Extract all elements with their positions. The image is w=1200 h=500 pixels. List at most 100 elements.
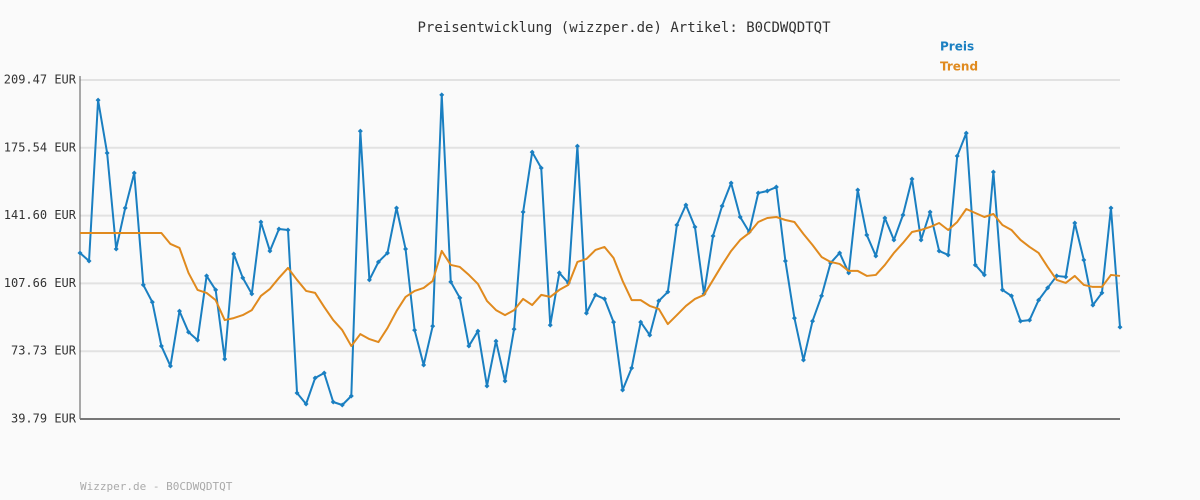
- point-marker: [502, 378, 508, 384]
- point-marker: [647, 332, 653, 338]
- point-marker: [936, 248, 942, 254]
- point-marker: [520, 209, 526, 215]
- point-marker: [86, 258, 92, 264]
- point-marker: [258, 219, 264, 225]
- point-marker: [1018, 318, 1024, 324]
- y-tick-label: 209.47 EUR: [4, 73, 77, 87]
- point-marker: [800, 357, 806, 363]
- point-marker: [1063, 274, 1069, 280]
- point-marker: [918, 237, 924, 243]
- point-marker: [384, 250, 390, 256]
- point-marker: [963, 130, 969, 136]
- point-marker: [602, 296, 608, 302]
- legend-entry: Preis: [940, 40, 974, 54]
- y-tick-label: 107.66 EUR: [4, 276, 77, 290]
- point-marker: [104, 150, 110, 156]
- point-marker: [249, 291, 255, 297]
- y-tick-label: 39.79 EUR: [11, 412, 77, 426]
- point-marker: [819, 293, 825, 299]
- point-marker: [122, 205, 128, 211]
- point-marker: [710, 233, 716, 239]
- point-marker: [954, 153, 960, 159]
- point-marker: [213, 287, 219, 293]
- point-marker: [240, 275, 246, 281]
- point-marker: [475, 328, 481, 334]
- point-marker: [538, 165, 544, 171]
- point-marker: [167, 363, 173, 369]
- point-marker: [77, 250, 83, 256]
- point-marker: [891, 237, 897, 243]
- point-marker: [511, 326, 517, 332]
- point-marker: [674, 222, 680, 228]
- point-marker: [140, 282, 146, 288]
- point-marker: [1027, 317, 1033, 323]
- point-marker: [312, 375, 318, 381]
- point-marker: [837, 250, 843, 256]
- point-marker: [981, 272, 987, 278]
- point-marker: [421, 362, 427, 368]
- point-marker: [149, 299, 155, 305]
- point-marker: [728, 180, 734, 186]
- legend-entry: Trend: [940, 60, 978, 74]
- point-marker: [665, 289, 671, 295]
- point-marker: [873, 253, 879, 259]
- point-marker: [466, 343, 472, 349]
- point-marker: [1072, 220, 1078, 226]
- point-marker: [755, 190, 761, 196]
- point-marker: [493, 338, 499, 344]
- point-marker: [158, 343, 164, 349]
- point-marker: [222, 356, 228, 362]
- point-marker: [629, 365, 635, 371]
- point-marker: [348, 393, 354, 399]
- point-marker: [131, 170, 137, 176]
- point-marker: [683, 202, 689, 208]
- y-tick-label: 141.60 EUR: [4, 208, 77, 222]
- point-marker: [719, 203, 725, 209]
- point-marker: [357, 128, 363, 134]
- point-marker: [656, 298, 662, 304]
- point-marker: [195, 337, 201, 343]
- point-marker: [439, 92, 445, 98]
- point-marker: [638, 319, 644, 325]
- point-marker: [176, 308, 182, 314]
- point-marker: [927, 209, 933, 215]
- point-marker: [448, 279, 454, 285]
- point-marker: [592, 292, 598, 298]
- point-marker: [231, 251, 237, 257]
- point-marker: [366, 277, 372, 283]
- point-marker: [990, 169, 996, 175]
- point-marker: [1117, 324, 1123, 330]
- point-marker: [430, 323, 436, 329]
- point-marker: [375, 259, 381, 265]
- point-marker: [773, 184, 779, 190]
- point-marker: [457, 295, 463, 301]
- point-marker: [1099, 290, 1105, 296]
- point-marker: [574, 143, 580, 149]
- point-marker: [1090, 302, 1096, 308]
- point-marker: [1081, 257, 1087, 263]
- y-tick-label: 73.73 EUR: [11, 344, 77, 358]
- point-marker: [529, 149, 535, 155]
- y-tick-label: 175.54 EUR: [4, 140, 77, 154]
- point-marker: [1036, 297, 1042, 303]
- point-marker: [267, 248, 273, 254]
- point-marker: [611, 319, 617, 325]
- chart-title: Preisentwicklung (wizzper.de) Artikel: B…: [417, 20, 831, 36]
- point-marker: [620, 387, 626, 393]
- point-marker: [882, 215, 888, 221]
- point-marker: [556, 270, 562, 276]
- point-marker: [330, 399, 336, 405]
- point-marker: [339, 402, 345, 408]
- point-marker: [276, 226, 282, 232]
- point-marker: [909, 176, 915, 182]
- point-marker: [1108, 205, 1114, 211]
- point-marker: [484, 383, 490, 389]
- point-marker: [945, 252, 951, 258]
- point-marker: [547, 322, 553, 328]
- point-marker: [412, 327, 418, 333]
- point-marker: [791, 315, 797, 321]
- footer: Wizzper.de - B0CDWQDTQT: [80, 480, 233, 493]
- point-marker: [855, 187, 861, 193]
- point-marker: [285, 227, 291, 233]
